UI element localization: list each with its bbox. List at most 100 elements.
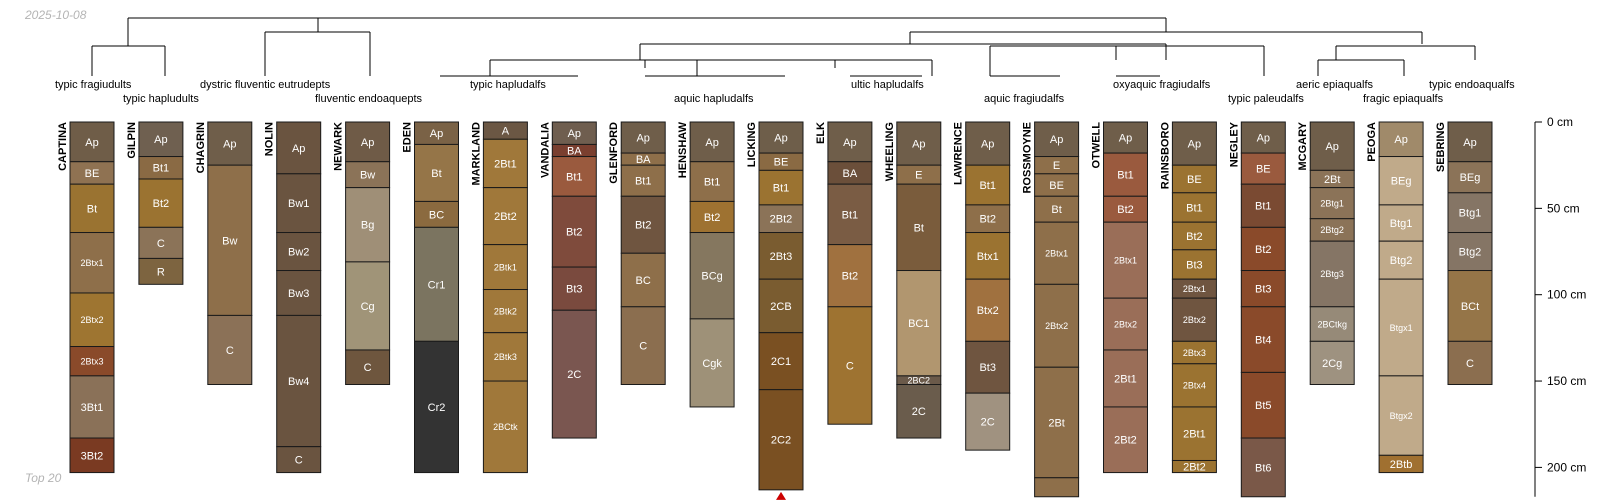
horizon-bar (1378, 156, 1424, 206)
horizon-label: 3Bt2 (81, 450, 104, 462)
horizon-bar (689, 318, 735, 408)
axis-tick-label: 150 cm (1547, 374, 1586, 388)
profile-name: PEOGA (1366, 122, 1378, 162)
horizon-bar (138, 226, 184, 259)
horizon-label: Btgx2 (1390, 411, 1413, 421)
horizon-bar (551, 156, 597, 197)
profile-name: NEWARK (333, 122, 345, 171)
horizon-bar (1103, 152, 1148, 197)
horizon-bar (689, 161, 735, 202)
horizon-label: Ap (774, 133, 787, 145)
horizon-label: BEg (1391, 176, 1412, 188)
horizon-bar (1447, 121, 1493, 163)
horizon-label: Bt4 (1255, 335, 1272, 347)
horizon-bar (345, 161, 391, 189)
horizon-label: Ap (1119, 133, 1132, 145)
horizon-bar (896, 384, 942, 439)
horizon-bar (1171, 363, 1217, 408)
horizon-bar (1240, 437, 1286, 498)
horizon-bar (758, 389, 804, 491)
profile-henshaw: Ap Bt1 Bt2 BCg Cgk HENSHAW (677, 121, 735, 408)
horizon-label: Btg2 (1459, 246, 1482, 258)
horizon-bar (69, 437, 115, 474)
profile-vandalia: Ap BA Bt1 Bt2 Bt3 2C VANDALIA (539, 121, 597, 439)
horizon-label: Btx1 (977, 251, 999, 263)
horizon-bar (620, 195, 666, 254)
group-label: typic fragiudults (55, 79, 132, 91)
profile-wheeling: Ap E Bt BC1 2BC2 2C WHEELING (884, 121, 942, 439)
profile-name: MARKLAND (470, 122, 482, 186)
horizon-label: 2Btx1 (80, 258, 103, 268)
horizon-bar (827, 244, 873, 308)
axis-tick-label: 50 cm (1547, 201, 1580, 215)
horizon-bar (1034, 366, 1080, 479)
horizon-label: Bt1 (842, 209, 859, 221)
horizon-label: 3Bt1 (81, 402, 104, 414)
profile-markland: A 2Bt1 2Bt2 2Btk1 2Btk2 2Btk3 2BCtk MARKLAND (470, 121, 528, 474)
horizon-label: 2Bt1 (1114, 373, 1137, 385)
horizon-label: Cg (361, 301, 375, 313)
profile-name: LICKING (746, 122, 758, 167)
horizon-label: Bw2 (288, 246, 309, 258)
horizon-label: 2Btg2 (1320, 225, 1344, 235)
profile-gilpin: Ap Bt1 Bt2 C R GILPIN (126, 121, 184, 285)
horizon-bar (1447, 232, 1493, 272)
horizon-label: Ap (912, 139, 925, 151)
horizon-bar (414, 143, 459, 202)
group-label: aquic fragiudalfs (984, 93, 1065, 105)
horizon-label: Bw4 (288, 376, 309, 388)
horizon-bar (1240, 306, 1286, 373)
axis-tick-label: 200 cm (1547, 460, 1586, 474)
horizon-label: Bt (914, 222, 924, 234)
horizon-bar (1103, 406, 1148, 474)
horizon-bar (482, 138, 528, 189)
horizon-label: Bt1 (704, 177, 721, 189)
horizon-label: 2Btx3 (80, 356, 103, 366)
horizon-label: R (157, 266, 165, 278)
horizon-label: Ap (843, 137, 856, 149)
group-label: typic hapludults (123, 93, 199, 105)
horizon-label: BA (636, 154, 651, 166)
horizon-label: C (1466, 358, 1474, 370)
horizon-label: C (639, 341, 647, 353)
horizon-label: Bt1 (1186, 202, 1203, 214)
horizon-bar (414, 340, 459, 474)
profile-name: MCGARY (1297, 121, 1309, 170)
horizon-label: C (846, 360, 854, 372)
horizon-label: 2BC2 (908, 375, 931, 385)
horizon-label: 2C1 (771, 356, 791, 368)
horizon-bar (69, 375, 115, 439)
horizon-bar (276, 173, 322, 234)
horizon-label: Btg1 (1459, 208, 1482, 220)
axis-tick-label: 0 cm (1547, 115, 1573, 129)
horizon-bar (69, 292, 115, 348)
horizon-bar (1034, 477, 1080, 498)
horizon-bar (1034, 221, 1080, 285)
horizon-label: Ap (705, 137, 718, 149)
horizon-bar (1171, 164, 1217, 194)
horizon-label: Bt1 (566, 171, 583, 183)
horizon-label: 2Bt (1048, 417, 1065, 429)
horizon-bar (758, 278, 804, 334)
horizon-label: Btx2 (977, 305, 999, 317)
horizon-label: Ap (1188, 139, 1201, 151)
profile-elk: Ap BA Bt1 Bt2 C ELK (815, 121, 873, 425)
horizon-label: Bt2 (566, 227, 583, 239)
horizon-label: Bt5 (1255, 400, 1272, 412)
horizon-bar (482, 289, 528, 334)
horizon-label: Bt3 (979, 362, 996, 374)
horizon-bar (758, 204, 804, 234)
horizon-label: BE (1256, 164, 1271, 176)
horizon-bar (1034, 195, 1080, 223)
horizon-label: BA (843, 168, 858, 180)
horizon-bar (1103, 121, 1148, 154)
horizon-label: 2C (981, 417, 995, 429)
horizon-label: Bt3 (1186, 259, 1203, 271)
horizon-label: Bt (431, 168, 441, 180)
horizon-label: 2Btx4 (1183, 381, 1206, 391)
horizon-bar (1378, 121, 1424, 158)
horizon-bar (345, 187, 391, 263)
profile-lawrence: Ap Bt1 Bt2 Btx1 Btx2 Bt3 2C LAWRENCE (953, 121, 1011, 451)
horizon-label: 2Btk3 (494, 352, 517, 362)
